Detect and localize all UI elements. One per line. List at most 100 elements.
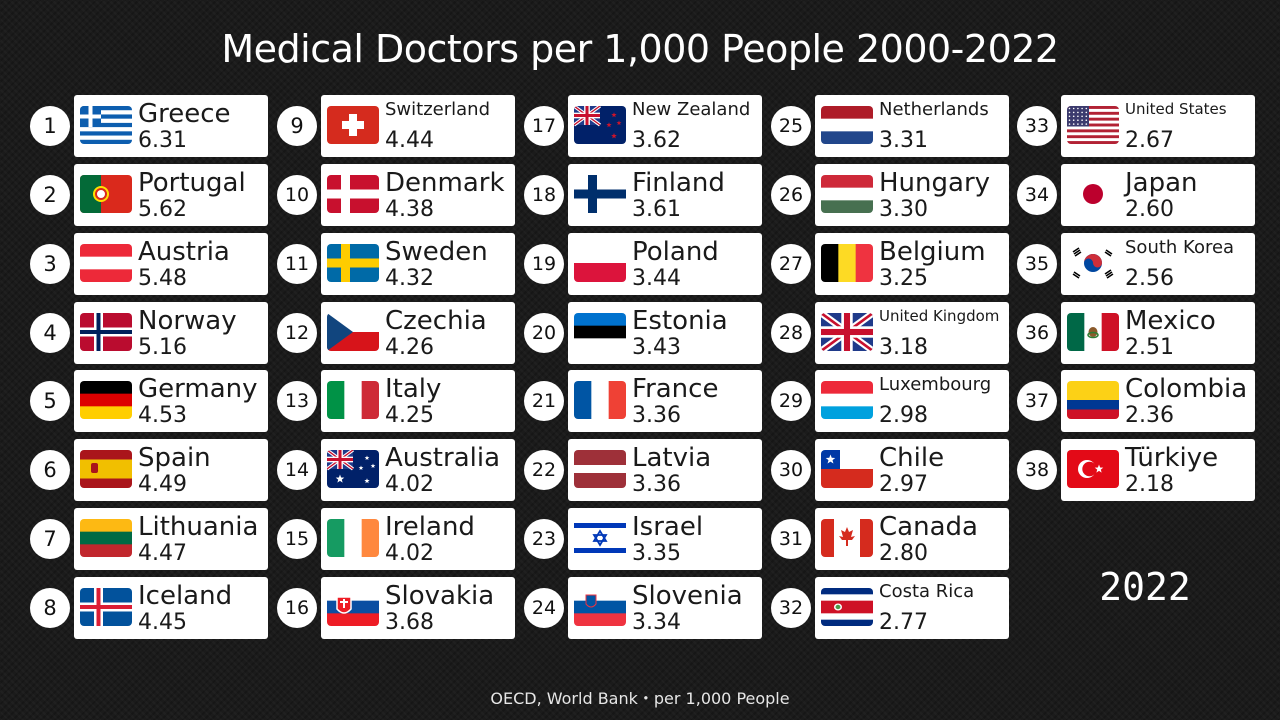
lithuania-flag-icon <box>80 519 132 557</box>
doctors-value: 2.67 <box>1125 128 1174 153</box>
doctors-value: 2.36 <box>1125 403 1174 428</box>
country-card: Belgium 3.25 <box>815 233 1009 295</box>
country-card: Austria 5.48 <box>74 233 268 295</box>
new-zealand-flag-icon <box>574 106 626 144</box>
doctors-value: 4.25 <box>385 403 434 428</box>
country-name: Austria <box>138 237 230 267</box>
country-card: Sweden 4.32 <box>321 233 515 295</box>
country-card: Japan 2.60 <box>1061 164 1255 226</box>
mexico-flag-icon <box>1067 313 1119 351</box>
country-name: France <box>632 374 719 404</box>
country-name: Estonia <box>632 306 728 336</box>
poland-flag-icon <box>574 244 626 282</box>
country-card: Denmark 4.38 <box>321 164 515 226</box>
country-name: United States <box>1125 100 1227 118</box>
united-kingdom-flag-icon <box>821 313 873 351</box>
doctors-value: 3.30 <box>879 197 928 222</box>
rank-badge: 14 <box>277 450 317 490</box>
doctors-value: 2.98 <box>879 403 928 428</box>
rank-badge: 24 <box>524 588 564 628</box>
country-card: United States 2.67 <box>1061 95 1255 157</box>
doctors-value: 2.18 <box>1125 472 1174 497</box>
country-name: Slovakia <box>385 581 495 611</box>
doctors-value: 2.56 <box>1125 266 1174 291</box>
country-name: Ireland <box>385 512 475 542</box>
germany-flag-icon <box>80 381 132 419</box>
hungary-flag-icon <box>821 175 873 213</box>
rank-badge: 4 <box>30 313 70 353</box>
country-name: Japan <box>1125 168 1198 198</box>
rank-badge: 6 <box>30 450 70 490</box>
country-card: Spain 4.49 <box>74 439 268 501</box>
country-name: Chile <box>879 443 945 473</box>
country-card: Costa Rica 2.77 <box>815 577 1009 639</box>
rank-badge: 13 <box>277 381 317 421</box>
united-states-flag-icon <box>1067 106 1119 144</box>
japan-flag-icon <box>1067 175 1119 213</box>
country-name: Finland <box>632 168 725 198</box>
rank-badge: 8 <box>30 588 70 628</box>
rank-badge: 30 <box>771 450 811 490</box>
country-name: Lithuania <box>138 512 259 542</box>
rank-badge: 21 <box>524 381 564 421</box>
doctors-value: 2.60 <box>1125 197 1174 222</box>
rank-badge: 10 <box>277 175 317 215</box>
doctors-value: 3.25 <box>879 266 928 291</box>
france-flag-icon <box>574 381 626 419</box>
country-name: Australia <box>385 443 501 473</box>
doctors-value: 3.36 <box>632 403 681 428</box>
country-card: Netherlands 3.31 <box>815 95 1009 157</box>
country-name: Italy <box>385 374 442 404</box>
source-note: OECD, World Bank・per 1,000 People <box>490 689 790 708</box>
doctors-value: 3.35 <box>632 541 681 566</box>
country-card: Colombia 2.36 <box>1061 370 1255 432</box>
rank-badge: 18 <box>524 175 564 215</box>
iceland-flag-icon <box>80 588 132 626</box>
doctors-value: 3.34 <box>632 610 681 635</box>
rank-badge: 35 <box>1017 244 1057 284</box>
country-card: Switzerland 4.44 <box>321 95 515 157</box>
country-card: France 3.36 <box>568 370 762 432</box>
country-card: Czechia 4.26 <box>321 302 515 364</box>
rank-badge: 23 <box>524 519 564 559</box>
country-name: Norway <box>138 306 237 336</box>
country-name: Hungary <box>879 168 991 198</box>
rank-badge: 7 <box>30 519 70 559</box>
country-name: Slovenia <box>632 581 743 611</box>
country-name: Poland <box>632 237 719 267</box>
country-card: Türkiye 2.18 <box>1061 439 1255 501</box>
country-name: Germany <box>138 374 258 404</box>
country-card: New Zealand 3.62 <box>568 95 762 157</box>
rank-badge: 16 <box>277 588 317 628</box>
canada-flag-icon <box>821 519 873 557</box>
denmark-flag-icon <box>327 175 379 213</box>
country-name: Türkiye <box>1125 443 1219 473</box>
country-card: Chile 2.97 <box>815 439 1009 501</box>
greece-flag-icon <box>80 106 132 144</box>
rank-badge: 26 <box>771 175 811 215</box>
doctors-value: 3.44 <box>632 266 681 291</box>
doctors-value: 4.47 <box>138 541 187 566</box>
rank-badge: 20 <box>524 313 564 353</box>
doctors-value: 2.77 <box>879 610 928 635</box>
belgium-flag-icon <box>821 244 873 282</box>
costa-rica-flag-icon <box>821 588 873 626</box>
rank-badge: 36 <box>1017 313 1057 353</box>
country-name: Colombia <box>1125 374 1248 404</box>
chile-flag-icon <box>821 450 873 488</box>
slovakia-flag-icon <box>327 588 379 626</box>
doctors-value: 3.36 <box>632 472 681 497</box>
rank-badge: 2 <box>30 175 70 215</box>
doctors-value: 4.02 <box>385 541 434 566</box>
rank-badge: 34 <box>1017 175 1057 215</box>
doctors-value: 6.31 <box>138 128 187 153</box>
switzerland-flag-icon <box>327 106 379 144</box>
rank-badge: 15 <box>277 519 317 559</box>
country-name: Belgium <box>879 237 986 267</box>
doctors-value: 4.44 <box>385 128 434 153</box>
sweden-flag-icon <box>327 244 379 282</box>
rank-badge: 37 <box>1017 381 1057 421</box>
country-name: Portugal <box>138 168 246 198</box>
latvia-flag-icon <box>574 450 626 488</box>
rank-badge: 29 <box>771 381 811 421</box>
